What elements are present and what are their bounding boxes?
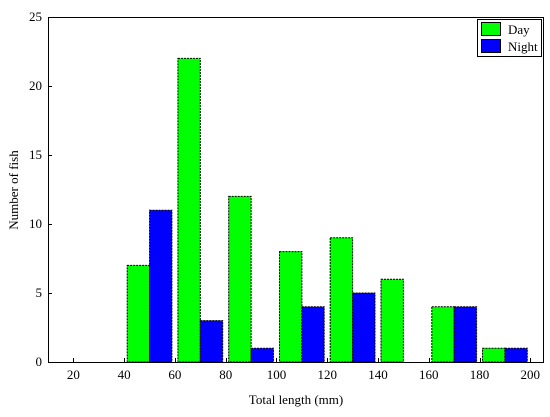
bar-day-120-140 xyxy=(329,237,354,363)
ticks-layer: 20 40 60 80 100 120 140 160 180 200 0 5 10 15 20 25 xyxy=(29,9,540,382)
x-tick-label: 180 xyxy=(470,367,490,382)
y-tick-label: 25 xyxy=(29,9,42,24)
bar-night-40-60 xyxy=(149,209,173,363)
bar-day-140-160 xyxy=(380,278,404,363)
bar-day-180-200 xyxy=(482,347,506,363)
legend-swatch-night xyxy=(481,39,501,53)
x-tick-label: 200 xyxy=(521,367,541,382)
x-tick-label: 20 xyxy=(67,367,80,382)
x-tick-label: 40 xyxy=(118,367,131,382)
bar-night-100-120 xyxy=(301,306,325,363)
legend-swatch-day xyxy=(481,22,501,36)
x-tick-label: 80 xyxy=(219,367,232,382)
legend: Day Night xyxy=(477,19,542,57)
y-tick-label: 10 xyxy=(29,216,42,231)
y-axis-label: Number of fish xyxy=(6,150,21,230)
y-tick-label: 20 xyxy=(29,78,42,93)
bar-day-160-180 xyxy=(431,306,455,363)
x-axis-label: Total length (mm) xyxy=(249,392,343,407)
bar-night-60-80 xyxy=(199,320,224,363)
bar-night-80-100 xyxy=(250,347,275,363)
x-tick-label: 100 xyxy=(267,367,287,382)
legend-label-day: Day xyxy=(508,22,530,37)
bar-night-120-140 xyxy=(352,292,376,363)
bar-night-180-200 xyxy=(504,347,528,363)
x-tick-label: 140 xyxy=(368,367,388,382)
y-tick-label: 5 xyxy=(36,285,43,300)
legend-label-night: Night xyxy=(508,39,538,54)
bar-day-40-60 xyxy=(126,264,151,363)
x-tick-label: 60 xyxy=(168,367,181,382)
bar-day-60-80 xyxy=(177,57,201,363)
bars-layer xyxy=(126,57,528,363)
bar-night-160-180 xyxy=(453,306,478,363)
bar-day-100-120 xyxy=(279,251,303,363)
x-tick-label: 120 xyxy=(317,367,337,382)
y-tick-label: 0 xyxy=(36,354,43,369)
y-tick-label: 15 xyxy=(29,147,42,162)
plot-frame xyxy=(48,17,544,363)
bar-day-80-100 xyxy=(228,195,252,363)
x-tick-label: 160 xyxy=(419,367,439,382)
